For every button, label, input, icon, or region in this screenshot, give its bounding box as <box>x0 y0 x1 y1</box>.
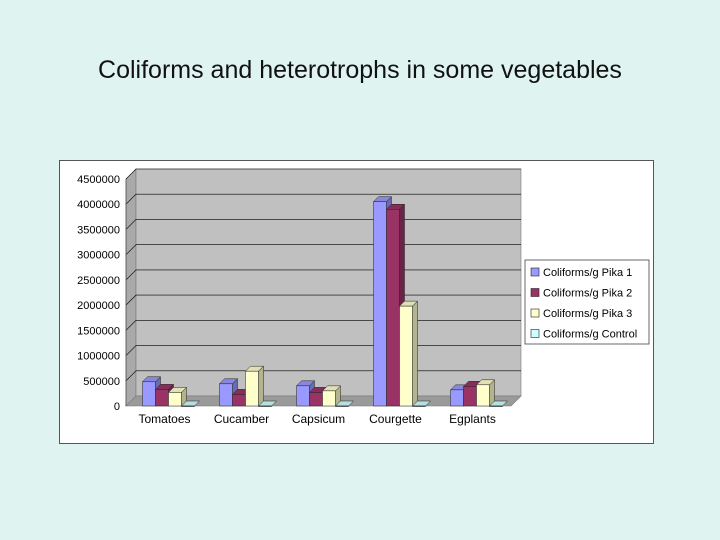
y-tick-label: 2000000 <box>77 300 120 312</box>
bars <box>141 196 509 407</box>
x-tick-label: Capsicum <box>292 412 345 426</box>
chart-frame: 0 500000 1000000 1500000 2000000 2500000 30000… <box>59 160 654 444</box>
bar-front <box>296 385 310 407</box>
bar <box>411 400 432 407</box>
y-tick-label: 1500000 <box>77 325 120 337</box>
bar-front <box>219 383 233 407</box>
bar-front <box>373 201 387 407</box>
bar-front <box>386 209 400 407</box>
bar-front <box>142 381 156 407</box>
x-tick-label: Cucamber <box>214 412 269 426</box>
bar-front <box>476 384 490 407</box>
back-wall <box>135 168 522 397</box>
bar-side <box>258 365 264 407</box>
bar <box>321 385 342 407</box>
bar-front <box>412 405 426 407</box>
legend-swatch <box>530 329 540 338</box>
y-tick-label: 3000000 <box>77 250 120 262</box>
bar-front <box>399 305 413 407</box>
legend-label: Coliforms/g Pika 3 <box>543 308 632 320</box>
bar-front <box>232 394 246 407</box>
legend-swatch <box>530 288 540 297</box>
y-tick-label: 4500000 <box>77 174 120 186</box>
legend-swatch <box>530 267 540 277</box>
bar-front <box>450 389 464 407</box>
legend: Coliforms/g Pika 1 Coliforms/g Pika 2 Coli… <box>524 259 650 345</box>
bar <box>167 386 188 407</box>
x-tick-label: Courgette <box>369 412 422 426</box>
y-tick-label: 4000000 <box>77 199 120 211</box>
bar-front <box>245 370 259 407</box>
bar-front <box>168 392 182 407</box>
bar <box>398 300 419 407</box>
bar <box>244 365 265 407</box>
y-tick-label: 0 <box>114 401 120 413</box>
bar-front <box>155 389 169 407</box>
gridline <box>125 168 521 180</box>
legend-box <box>524 259 650 345</box>
bar-chart: 0 500000 1000000 1500000 2000000 2500000 30000… <box>77 168 650 426</box>
y-tick-label: 3500000 <box>77 224 120 236</box>
x-tick-label: Egplants <box>449 412 496 426</box>
legend-label: Coliforms/g Pika 2 <box>543 288 632 300</box>
bar-front <box>309 392 323 407</box>
bar-front <box>258 405 272 407</box>
x-tick-label: Tomatoes <box>138 412 190 426</box>
bar-front <box>322 390 336 407</box>
side-wall <box>125 168 137 407</box>
legend-swatch <box>530 308 540 318</box>
bar-front <box>181 405 195 407</box>
bar <box>475 379 496 407</box>
bar-front <box>463 386 477 407</box>
bar <box>180 400 201 407</box>
plot-wall <box>125 168 522 407</box>
x-axis: Tomatoes Cucamber Capsicum Courgette Egplant… <box>138 412 495 426</box>
legend-label: Coliforms/g Control <box>543 329 637 341</box>
y-tick-label: 1000000 <box>77 351 120 363</box>
y-axis: 0 500000 1000000 1500000 2000000 2500000 30000… <box>77 174 127 413</box>
y-tick-label: 2500000 <box>77 275 120 287</box>
slide-title: Coliforms and heterotrophs in some veget… <box>98 56 622 84</box>
bar-side <box>412 300 418 407</box>
gridline <box>125 193 521 205</box>
legend-label: Coliforms/g Pika 1 <box>543 267 632 279</box>
y-tick-label: 500000 <box>83 376 120 388</box>
bar-front <box>489 405 503 407</box>
bar <box>334 400 355 407</box>
bar-front <box>335 405 349 407</box>
bar <box>488 400 509 407</box>
bar <box>257 400 278 407</box>
